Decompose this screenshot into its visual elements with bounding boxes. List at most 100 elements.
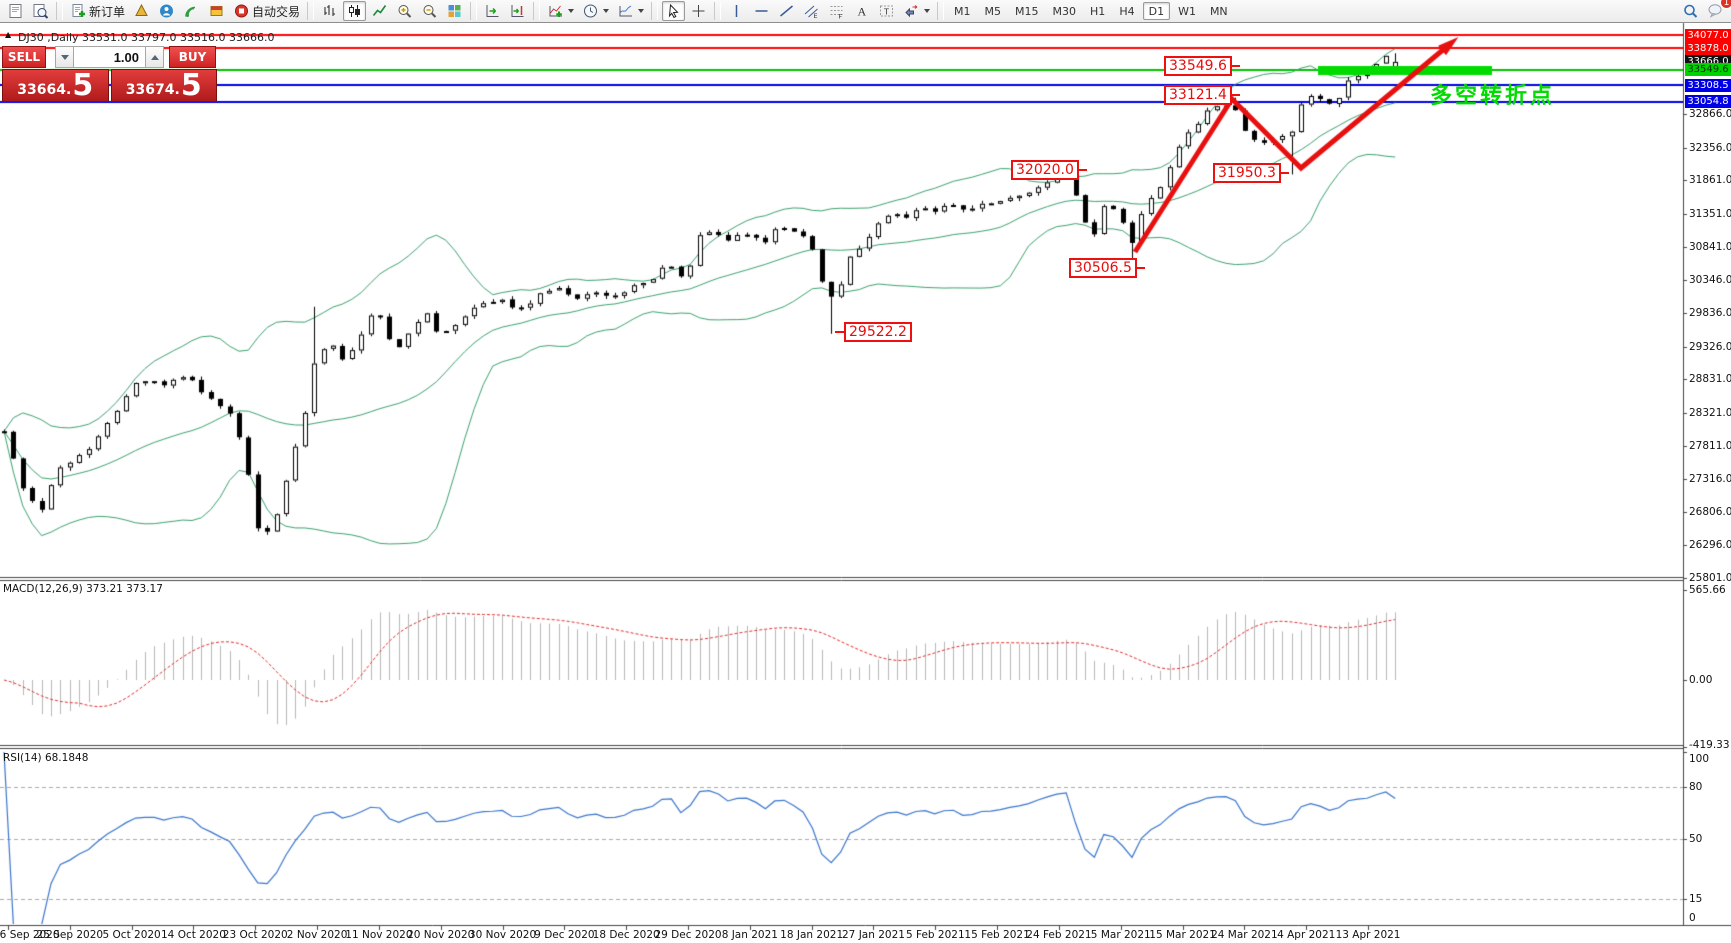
timeframe-d1-button[interactable]: D1 — [1142, 2, 1171, 20]
alert-button[interactable] — [130, 1, 153, 21]
timeframe-w1-button[interactable]: W1 — [1178, 5, 1196, 18]
market-button[interactable] — [205, 1, 228, 21]
tile-windows-icon — [446, 3, 463, 19]
notifications-button[interactable]: 1 — [1704, 0, 1731, 22]
price-annotation-label[interactable]: 31950.3 — [1213, 163, 1281, 183]
trendline-button[interactable] — [775, 1, 798, 21]
vline-button[interactable] — [725, 1, 748, 21]
templates-button[interactable] — [614, 1, 647, 21]
candles-chart-button[interactable] — [343, 1, 367, 21]
crosshair-icon — [690, 3, 707, 19]
vline-icon — [728, 3, 745, 19]
buy-price-button[interactable]: 33674. 5 — [110, 68, 217, 103]
periods-icon — [582, 3, 599, 19]
bars-chart-icon — [321, 3, 338, 19]
line-chart-button[interactable] — [368, 1, 391, 21]
buy-price-main: 33674. — [125, 82, 180, 98]
text-icon: A — [853, 3, 870, 19]
sell-price-button[interactable]: 33664. 5 — [2, 69, 109, 102]
date-label: 2 Nov 2020 — [286, 929, 348, 941]
svg-text:E: E — [814, 12, 818, 19]
rsi-scale-tick: 0 — [1689, 912, 1696, 924]
tile-windows-button[interactable] — [443, 1, 466, 21]
price-annotation-label[interactable]: 29522.2 — [844, 322, 912, 342]
buy-price-pip: 5 — [180, 68, 202, 103]
alert-icon — [133, 3, 150, 19]
annotation-connector — [1077, 169, 1087, 171]
volume-increase-button[interactable] — [145, 46, 164, 68]
templates-dropdown-caret-icon[interactable] — [638, 9, 645, 13]
price-badge: 33308.5 — [1685, 79, 1731, 92]
add-indicator-icon — [547, 3, 564, 19]
price-annotation-label[interactable]: 33549.6 — [1164, 56, 1232, 76]
price-annotation-label[interactable]: 33121.4 — [1164, 85, 1232, 105]
price-tick: 26806.0 — [1689, 506, 1731, 519]
timeframe-m30-button[interactable]: M30 — [1052, 5, 1077, 18]
zoom-in-button[interactable] — [393, 1, 416, 21]
spinner-down-icon — [60, 54, 69, 60]
price-tick: 31861.0 — [1689, 174, 1731, 187]
zoom-in-icon — [396, 3, 413, 19]
autotrade-label: 自动交易 — [252, 4, 301, 19]
timeframe-mn-button[interactable]: MN — [1209, 5, 1228, 18]
turning-point-note[interactable]: 多空转折点 — [1430, 84, 1556, 109]
chart-preview-button[interactable] — [29, 1, 52, 21]
new-chart-icon — [7, 3, 24, 19]
crosshair-button[interactable] — [687, 1, 710, 21]
shapes-button[interactable] — [900, 1, 933, 21]
date-label: 20 Nov 2020 — [407, 929, 475, 941]
add-indicator-dropdown-caret-icon[interactable] — [568, 9, 575, 13]
shapes-dropdown-caret-icon[interactable] — [924, 9, 931, 13]
periods-button[interactable] — [579, 1, 612, 21]
new-chart-button[interactable] — [4, 1, 27, 21]
auto-scroll-button[interactable] — [481, 1, 504, 21]
new-order-button[interactable]: 新订单 — [67, 1, 128, 21]
shapes-icon — [903, 3, 920, 19]
signals-button[interactable] — [180, 1, 203, 21]
price-tick: 30841.0 — [1689, 241, 1731, 254]
add-indicator-button[interactable] — [544, 1, 577, 21]
volume-input[interactable] — [74, 46, 145, 68]
timeframe-m5-button[interactable]: M5 — [984, 5, 1002, 18]
chat-button[interactable] — [1704, 0, 1727, 20]
price-annotation-label[interactable]: 30506.5 — [1069, 258, 1137, 278]
price-badge: 33878.0 — [1685, 42, 1731, 55]
label-button[interactable]: T — [875, 1, 898, 21]
date-label: 25 Sep 2020 — [36, 929, 104, 941]
chart-shift-button[interactable] — [506, 1, 529, 21]
fibonacci-button[interactable]: F — [825, 1, 848, 21]
volume-decrease-button[interactable] — [55, 46, 74, 68]
annotation-connector — [1279, 172, 1289, 174]
timeframe-h4-button[interactable]: H4 — [1119, 5, 1135, 18]
date-label: 16 Sep 2020 — [0, 929, 60, 941]
chart-collapse-icon[interactable]: ▲ — [5, 30, 12, 39]
annotation-connector — [1230, 94, 1240, 96]
sell-button[interactable]: SELL — [2, 46, 46, 68]
text-button[interactable]: A — [850, 1, 873, 21]
hline-button[interactable] — [750, 1, 773, 21]
date-label: 11 Nov 2020 — [345, 929, 413, 941]
periods-dropdown-caret-icon[interactable] — [603, 9, 610, 13]
date-label: 23 Oct 2020 — [222, 929, 288, 941]
price-tick: 29326.0 — [1689, 340, 1731, 353]
channel-button[interactable]: E — [800, 1, 823, 21]
bars-chart-button[interactable] — [318, 1, 341, 21]
zoom-out-button[interactable] — [418, 1, 441, 21]
autotrade-button[interactable]: 自动交易 — [230, 1, 303, 21]
cursor-button[interactable] — [662, 1, 686, 21]
toolbar-separator — [470, 2, 478, 20]
community-button[interactable] — [155, 1, 178, 21]
spinner-up-icon — [150, 54, 159, 60]
price-annotation-label[interactable]: 32020.0 — [1011, 160, 1079, 180]
timeframe-m15-button[interactable]: M15 — [1015, 5, 1039, 18]
price-tick: 28831.0 — [1689, 373, 1731, 386]
price-tick: 30346.0 — [1689, 273, 1731, 286]
timeframe-h1-button[interactable]: H1 — [1090, 5, 1106, 18]
date-label: 24 Feb 2021 — [1026, 929, 1092, 941]
search-button[interactable] — [1679, 1, 1702, 21]
buy-button[interactable]: BUY — [169, 46, 216, 68]
timeframe-m1-button[interactable]: M1 — [954, 5, 971, 18]
date-label: 13 Apr 2021 — [1335, 929, 1401, 941]
price-tick: 32356.0 — [1689, 141, 1731, 154]
